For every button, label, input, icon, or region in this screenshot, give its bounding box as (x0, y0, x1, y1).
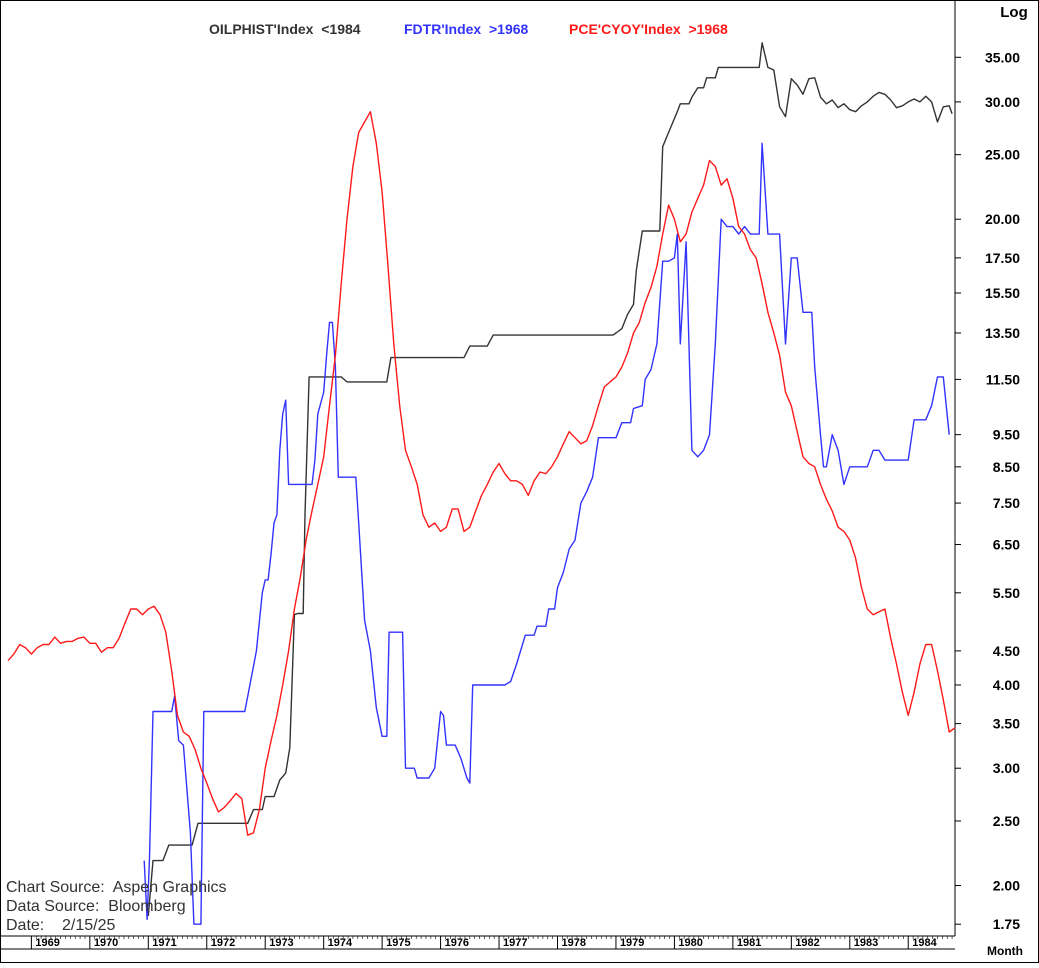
x-tick-label: 1976 (445, 937, 469, 949)
y-tick-label: 4.50 (993, 643, 1020, 659)
x-tick-label: 1978 (561, 937, 585, 949)
legend-entry: FDTR'Index >1968 (404, 21, 529, 37)
y-tick-label: 8.50 (993, 459, 1020, 475)
x-tick-label: 1983 (854, 937, 878, 949)
y-tick-label: 20.00 (985, 211, 1020, 227)
x-tick-label: 1980 (678, 937, 702, 949)
x-tick-label: 1975 (386, 937, 410, 949)
y-tick-label: 3.50 (993, 716, 1020, 732)
legend: OILPHIST'Index <1984 FDTR'Index >1968 PCE'… (209, 21, 728, 37)
y-tick-label: 5.50 (993, 585, 1020, 601)
series-line-2 (143, 142, 950, 925)
x-tick-label: 1969 (35, 937, 59, 949)
y-tick-label: 3.00 (993, 760, 1020, 776)
y-tick-label: 6.50 (993, 536, 1020, 552)
y-tick-label: 4.00 (993, 677, 1020, 693)
x-tick-label: 1970 (94, 937, 118, 949)
x-tick-label: 1982 (795, 937, 819, 949)
x-tick-label: 1977 (503, 937, 527, 949)
y-axis: 35.00 30.00 25.00 20.00 17.50 15.50 13.50 11.50… (955, 49, 1020, 932)
source-note: Date: 2/15/25 (6, 917, 116, 934)
y-tick-label: 17.50 (985, 250, 1020, 266)
y-tick-label: 1.75 (993, 916, 1020, 932)
x-axis: 1969 1970 1971 1972 1973 1974 1975 1976 1977 1978… (30, 936, 953, 949)
series-line-3 (7, 111, 956, 836)
x-tick-label: 1981 (737, 937, 761, 949)
x-tick-label: 1979 (620, 937, 644, 949)
y-tick-label: 2.50 (993, 813, 1020, 829)
period-label: Month (987, 944, 1023, 958)
y-tick-label: 13.50 (985, 325, 1020, 341)
annotations: Chart Source: Aspen Graphics Data Source:… (6, 879, 227, 934)
y-tick-label: 15.50 (985, 285, 1020, 301)
scale-label: Log (1000, 4, 1028, 21)
series-layer (7, 42, 956, 925)
y-tick-label: 11.50 (986, 371, 1020, 387)
x-tick-label: 1972 (211, 937, 235, 949)
x-tick-label: 1973 (269, 937, 293, 949)
source-note: Data Source: Bloomberg (6, 898, 186, 915)
y-tick-label: 9.50 (993, 427, 1020, 443)
y-tick-label: 7.50 (993, 495, 1020, 511)
legend-entry: OILPHIST'Index <1984 (209, 21, 361, 37)
source-note: Chart Source: Aspen Graphics (6, 879, 227, 896)
x-tick-label: 1984 (912, 937, 937, 949)
y-tick-label: 25.00 (985, 147, 1020, 163)
y-tick-label: 30.00 (985, 94, 1020, 110)
legend-entry: PCE'CYOY'Index >1968 (569, 21, 728, 37)
x-tick-label: 1974 (328, 937, 353, 949)
x-tick-label: 1971 (152, 937, 176, 949)
y-tick-label: 2.00 (993, 878, 1020, 894)
y-tick-label: 35.00 (985, 49, 1020, 65)
series-line-1 (147, 42, 953, 917)
